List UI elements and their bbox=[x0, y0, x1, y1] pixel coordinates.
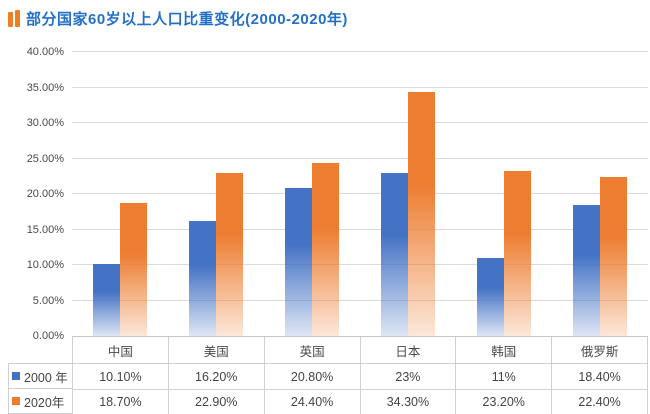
bar bbox=[120, 203, 147, 336]
value-cell: 24.40% bbox=[265, 390, 361, 414]
grid-line bbox=[72, 193, 648, 194]
grid-line bbox=[72, 157, 648, 159]
chart-header: 部分国家60岁以上人口比重变化(2000-2020年) bbox=[8, 8, 348, 29]
category-cell: 日本 bbox=[360, 337, 457, 364]
y-tick-label: 10.00% bbox=[26, 259, 64, 271]
value-cell: 18.70% bbox=[73, 390, 169, 414]
bar bbox=[573, 205, 600, 336]
y-tick-label: 30.00% bbox=[26, 117, 64, 129]
value-cell: 10.10% bbox=[73, 364, 169, 390]
legend-key bbox=[12, 372, 20, 380]
bar bbox=[285, 188, 312, 336]
y-tick-label: 5.00% bbox=[32, 294, 64, 307]
bar bbox=[504, 171, 531, 336]
legend-key bbox=[12, 397, 20, 405]
bar bbox=[408, 92, 435, 336]
value-cell: 22.40% bbox=[552, 390, 648, 414]
value-cell: 22.90% bbox=[169, 390, 265, 414]
legend-corner-cell bbox=[8, 336, 72, 363]
legend-label: 2020年 bbox=[24, 395, 65, 410]
y-tick-label: 25.00% bbox=[26, 152, 64, 165]
value-cell: 23.20% bbox=[456, 390, 553, 414]
bar bbox=[93, 264, 120, 336]
data-table: 2000 年 2020年 中国 美国 英国 日本 韩国 俄罗斯 10.10% 16.20% 20.8… bbox=[0, 336, 648, 414]
legend-item: 2000 年 bbox=[8, 363, 72, 389]
chart-title: 部分国家60岁以上人口比重变化(2000-2020年) bbox=[26, 11, 348, 28]
bar bbox=[477, 257, 504, 336]
grid-line bbox=[72, 264, 648, 265]
legend-item: 2020年 bbox=[8, 389, 72, 414]
bar bbox=[189, 220, 216, 336]
grid-line bbox=[72, 122, 648, 123]
category-cell: 中国 bbox=[73, 337, 169, 364]
value-cell: 18.40% bbox=[552, 364, 648, 390]
plot-area bbox=[72, 51, 648, 336]
y-tick-label: 15.00% bbox=[26, 223, 64, 236]
category-cell: 俄罗斯 bbox=[552, 337, 648, 364]
category-cell: 英国 bbox=[264, 337, 361, 364]
title-bars-icon bbox=[8, 10, 20, 27]
bar bbox=[600, 176, 627, 336]
table-grid: 中国 美国 英国 日本 韩国 俄罗斯 10.10% 16.20% 20.80% 23% 11% 18.… bbox=[72, 336, 648, 414]
y-tick-label: 35.00% bbox=[26, 81, 64, 94]
grid-line bbox=[72, 299, 648, 301]
value-cell: 11% bbox=[456, 364, 553, 390]
value-cell: 34.30% bbox=[361, 390, 457, 414]
bar bbox=[216, 173, 243, 336]
y-tick-label: 20.00% bbox=[26, 188, 64, 200]
value-cell: 20.80% bbox=[264, 364, 361, 390]
y-tick-label: 0.00% bbox=[32, 330, 64, 342]
category-cell: 美国 bbox=[168, 337, 265, 364]
value-cell: 16.20% bbox=[168, 364, 265, 390]
legend-label: 2000 年 bbox=[24, 370, 68, 385]
bar bbox=[312, 162, 339, 336]
value-cell: 23% bbox=[360, 364, 457, 390]
legend-column: 2000 年 2020年 bbox=[0, 336, 72, 414]
bar bbox=[381, 172, 408, 336]
y-tick-label: 40.00% bbox=[26, 46, 64, 58]
grid-line bbox=[72, 86, 648, 88]
category-cell: 韩国 bbox=[456, 337, 553, 364]
grid-line bbox=[72, 228, 648, 230]
grid-line bbox=[72, 51, 648, 52]
